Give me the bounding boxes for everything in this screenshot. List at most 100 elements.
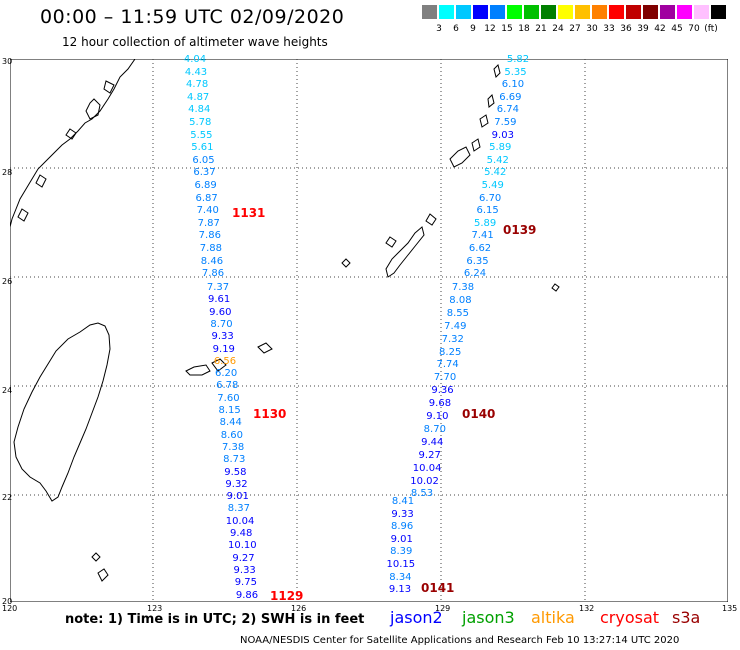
map-grid [10, 59, 728, 602]
scale-swatch [490, 5, 506, 19]
swh-value: 8.55 [446, 307, 469, 319]
map-title: 00:00 – 11:59 UTC 02/09/2020 [40, 6, 345, 28]
swh-value: 6.70 [479, 192, 502, 204]
footer-note: note: 1) Time is in UTC; 2) SWH is in fe… [65, 612, 365, 627]
swh-value: 5.42 [484, 167, 507, 179]
swh-value: 9.33 [211, 331, 234, 343]
scale-label: 45 [671, 24, 683, 34]
swh-value: 8.25 [439, 346, 462, 358]
swh-value: 5.89 [489, 142, 512, 154]
scale-swatch [524, 5, 540, 19]
swh-value: 8.70 [210, 318, 233, 330]
legend-item-cryosat: cryosat [600, 608, 660, 627]
swh-value: 8.53 [410, 488, 434, 500]
swh-value: 7.41 [471, 230, 494, 242]
map-frame [10, 59, 728, 602]
swh-value: 9.27 [418, 449, 441, 461]
swh-value: 5.55 [190, 129, 213, 141]
swh-value: 8.46 [200, 255, 224, 267]
swh-value: 7.49 [444, 320, 467, 332]
swh-value: 9.03 [491, 129, 514, 141]
swh-value: 7.32 [441, 333, 464, 345]
pass-label: 1129 [270, 589, 304, 603]
swh-value: 8.41 [391, 496, 415, 507]
amami [449, 146, 471, 168]
scale-label: 24 [552, 24, 564, 34]
swh-value: 9.75 [234, 577, 257, 589]
lon-label: 132 [579, 604, 595, 613]
island-3 [257, 342, 273, 354]
swh-value: 6.89 [194, 180, 217, 191]
swh-value: 9.32 [225, 478, 248, 490]
map-subtitle: 12 hour collection of altimeter wave hei… [62, 35, 328, 49]
swh-value: 6.69 [499, 91, 522, 103]
pass-label: 0139 [503, 223, 537, 237]
swh-value: 5.78 [189, 117, 212, 128]
footer-credit: NOAA/NESDIS Center for Satellite Applica… [240, 635, 680, 646]
swh-value: 8.39 [390, 546, 413, 558]
swh-value: 9.48 [230, 528, 253, 539]
swh-value: 9.01 [390, 533, 413, 545]
swh-value: 8.60 [220, 429, 244, 441]
scale-swatch [592, 5, 608, 19]
swh-value: 6.56 [213, 355, 237, 367]
scale-label: 3 [436, 24, 442, 34]
swh-value: 8.96 [391, 521, 414, 533]
swh-value: 8.70 [423, 423, 446, 435]
swh-value: 8.73 [223, 454, 246, 466]
scale-label: 15 [501, 24, 513, 34]
scale-label: 12 [484, 24, 496, 34]
swh-value: 4.84 [188, 104, 211, 116]
lat-label: 24 [2, 386, 13, 395]
swh-value: 9.19 [212, 343, 235, 355]
swh-value: 9.27 [232, 552, 255, 564]
lat-label: 20 [2, 597, 13, 606]
scale-label: 27 [569, 24, 581, 34]
lon-label: 126 [291, 604, 307, 613]
scale-label: 70 [688, 24, 700, 34]
swh-value: 9.33 [391, 508, 414, 520]
swh-value: 5.89 [473, 217, 497, 229]
island-1 [185, 364, 211, 376]
swh-value: 10.15 [386, 559, 416, 570]
swh-value: 10.02 [410, 475, 439, 487]
island-2 [211, 358, 227, 372]
swh-value: 5.82 [506, 54, 530, 65]
pass-label: 0140 [462, 407, 496, 421]
swh-value: 6.24 [463, 268, 487, 280]
scale-label: 42 [654, 24, 666, 34]
swh-value: 7.60 [217, 392, 240, 404]
swh-value: 9.68 [428, 398, 452, 410]
scale-label: 39 [637, 24, 649, 34]
swh-value: 6.37 [193, 167, 216, 179]
swh-value: 6.15 [476, 205, 499, 217]
coastlines [10, 59, 560, 582]
lon-label: 129 [435, 604, 451, 613]
legend-item-jason2: jason2 [390, 608, 443, 627]
scale-swatch [643, 5, 659, 19]
swh-value: 9.36 [431, 385, 454, 397]
swh-value: 9.10 [426, 411, 449, 422]
scale-swatch [473, 5, 489, 19]
china-coast [10, 59, 136, 228]
swh-value: 7.59 [494, 117, 517, 128]
swh-value: 7.70 [433, 372, 457, 384]
legend-item-altika: altika [531, 608, 575, 627]
swh-value: 9.61 [208, 294, 231, 306]
swh-value: 5.61 [191, 142, 214, 154]
swh-value: 6.05 [192, 154, 215, 166]
swh-value: 7.40 [196, 205, 219, 217]
pass-label: 1130 [253, 407, 287, 421]
swh-value: 6.20 [214, 368, 238, 380]
scale-swatch [456, 5, 472, 19]
legend-item-jason3: jason3 [462, 608, 515, 627]
swh-value: 8.34 [389, 571, 412, 583]
swh-value: 6.78 [216, 380, 239, 392]
okinawa [385, 226, 425, 278]
swh-value: 9.01 [226, 491, 249, 503]
swh-value: 6.62 [468, 243, 492, 254]
scale-swatch [439, 5, 455, 19]
scale-label: 18 [518, 24, 530, 34]
swh-value: 9.86 [235, 589, 259, 601]
swh-value: 7.87 [197, 217, 220, 229]
